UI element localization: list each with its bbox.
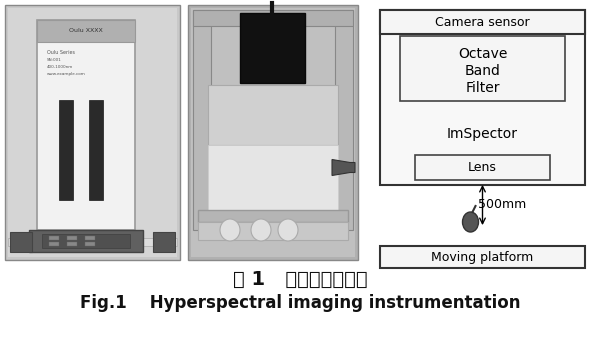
Bar [188,5,358,260]
Bar [29,230,143,252]
Bar [67,236,77,240]
Bar [380,246,585,268]
Bar [415,155,550,180]
Bar [191,8,355,257]
Bar [198,222,348,240]
Bar [85,236,95,240]
Bar [85,242,95,246]
Text: Lens: Lens [468,161,497,174]
Bar [335,10,353,230]
Bar [8,238,177,246]
Ellipse shape [251,219,271,241]
Bar [42,234,130,248]
Text: www.example.com: www.example.com [47,72,86,76]
Bar [89,100,103,200]
Text: Camera sensor: Camera sensor [435,15,530,29]
Text: 500mm: 500mm [478,199,527,211]
Text: Band: Band [464,64,500,78]
Bar [59,100,73,200]
Ellipse shape [278,219,298,241]
Bar [198,210,348,222]
Bar [67,242,77,246]
Text: Octave: Octave [458,47,507,61]
Text: Oulu Series: Oulu Series [47,50,75,54]
Text: ImSpector: ImSpector [447,127,518,141]
Bar [193,10,211,230]
Text: Filter: Filter [465,81,500,95]
Bar [49,242,59,246]
Bar [208,145,338,215]
Bar [193,10,353,26]
Bar [37,20,135,42]
Text: Moving platform: Moving platform [431,251,533,263]
Bar [10,232,32,252]
Bar [5,5,180,260]
Polygon shape [332,159,355,176]
Text: 图 1   高光谱成像仪器: 图 1 高光谱成像仪器 [233,269,367,289]
Bar [208,85,338,145]
Text: 400-1000nm: 400-1000nm [47,65,73,69]
Text: SN:001: SN:001 [47,58,62,62]
Bar [240,13,305,83]
Bar [380,10,585,185]
Bar [380,10,585,34]
Ellipse shape [220,219,240,241]
Bar [49,236,59,240]
Text: Fig.1    Hyperspectral imaging instrumentation: Fig.1 Hyperspectral imaging instrumentat… [80,294,520,312]
Bar [400,36,565,101]
Bar [153,232,175,252]
Ellipse shape [463,212,479,232]
Bar [37,20,135,230]
Bar [8,8,177,257]
Text: Oulu XXXX: Oulu XXXX [69,29,103,34]
